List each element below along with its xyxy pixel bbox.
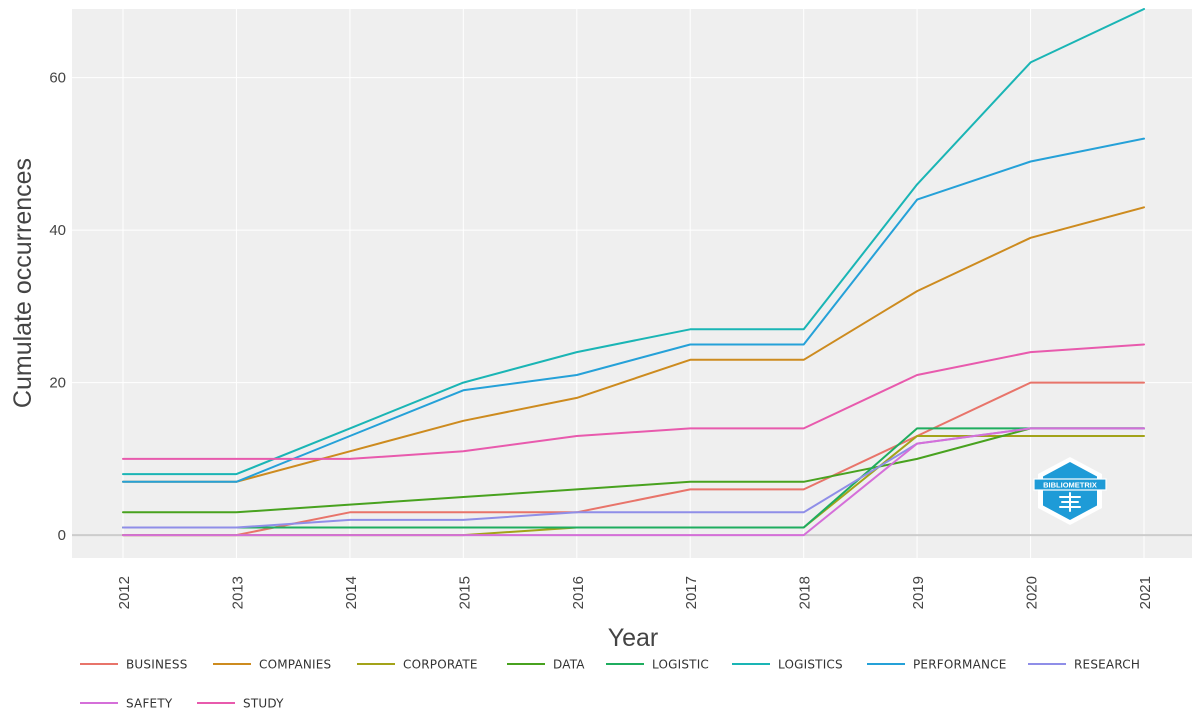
legend-item-corporate[interactable]: CORPORATE: [357, 658, 478, 672]
bibliometrix-logo: BIBLIOMETRIX: [1033, 457, 1107, 525]
series-line-safety: [122, 427, 1145, 537]
x-tick-label: 2013: [229, 576, 246, 609]
legend-item-companies[interactable]: COMPANIES: [213, 658, 331, 672]
logo-book-icon: [1059, 492, 1081, 512]
logo-text: BIBLIOMETRIX: [1043, 481, 1097, 490]
legend-label: PERFORMANCE: [913, 658, 1007, 672]
legend-label: BUSINESS: [126, 658, 188, 672]
x-tick-label: 2021: [1137, 576, 1154, 609]
legend-item-data[interactable]: DATA: [507, 658, 585, 672]
y-tick-label: 0: [58, 527, 66, 544]
x-tick-label: 2019: [910, 576, 927, 609]
series-line-logistics: [122, 8, 1145, 476]
logo-hexagon-inner: [1043, 462, 1097, 520]
legend-item-performance[interactable]: PERFORMANCE: [867, 658, 1007, 672]
legend-label: STUDY: [243, 697, 284, 711]
legend: BUSINESS COMPANIES CORPORATE DATA LOGISTIC LO…: [80, 658, 1140, 711]
y-tick-label: 40: [49, 222, 66, 239]
series-line-logistic: [122, 427, 1145, 529]
legend-label: RESEARCH: [1074, 658, 1140, 672]
x-tick-label: 2016: [570, 576, 587, 609]
x-axis-title: Year: [608, 624, 659, 652]
x-tick-label: 2015: [456, 576, 473, 609]
y-axis-title: Cumulate occurrences: [9, 158, 37, 408]
series-line-companies: [122, 206, 1145, 483]
x-tick-label: 2020: [1024, 576, 1041, 609]
legend-label: CORPORATE: [403, 658, 478, 672]
y-tick-label: 20: [49, 375, 66, 392]
legend-item-business[interactable]: BUSINESS: [80, 658, 188, 672]
logo-banner: [1033, 478, 1107, 491]
legend-item-logistics[interactable]: LOGISTICS: [732, 658, 843, 672]
x-axis-ticks: 2012 2013 2014 2015 2016 2017 2018 2019 2020 2021: [116, 576, 1154, 609]
x-tick-label: 2017: [683, 576, 700, 609]
x-tick-label: 2018: [797, 576, 814, 609]
x-tick-label: 2014: [343, 576, 360, 609]
legend-item-study[interactable]: STUDY: [197, 697, 284, 711]
series-layer: [122, 8, 1145, 537]
legend-label: DATA: [553, 658, 585, 672]
legend-item-logistic[interactable]: LOGISTIC: [606, 658, 709, 672]
legend-label: LOGISTIC: [652, 658, 709, 672]
series-line-study: [122, 343, 1145, 460]
legend-label: COMPANIES: [259, 658, 331, 672]
legend-item-research[interactable]: RESEARCH: [1028, 658, 1140, 672]
x-tick-label: 2012: [116, 576, 133, 609]
plot-background: [72, 9, 1192, 558]
legend-item-safety[interactable]: SAFETY: [80, 697, 173, 711]
y-axis-ticks: 0 20 40 60: [49, 70, 66, 545]
legend-label: LOGISTICS: [778, 658, 843, 672]
legend-label: SAFETY: [126, 697, 173, 711]
y-tick-label: 60: [49, 70, 66, 87]
series-line-data: [122, 427, 1145, 514]
